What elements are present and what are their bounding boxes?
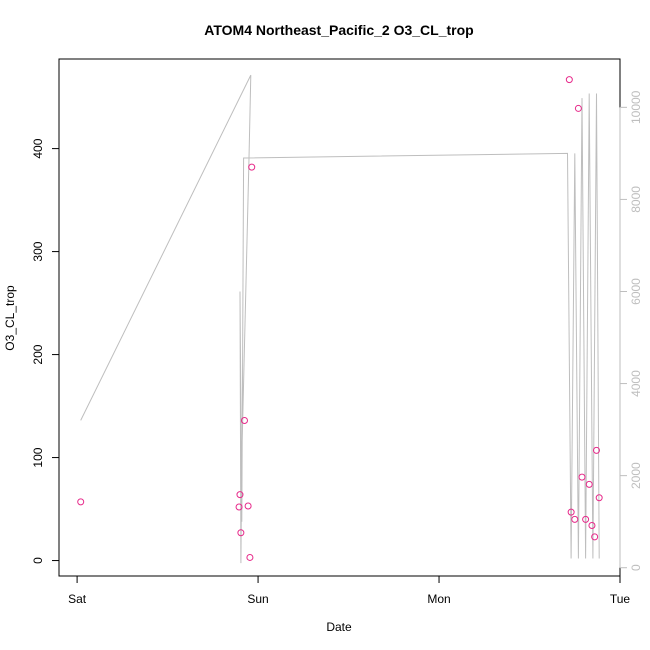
y-right-tick-label: 8000 [629,186,643,213]
data-point [235,503,243,511]
data-point [244,502,252,510]
line-series [80,74,600,564]
y-tick-label: 200 [31,344,45,364]
y-right-tick-label: 10000 [629,90,643,124]
y-right-tick-label: 2000 [629,462,643,489]
y-axis-left: 0 100 200 300 400 [31,138,60,564]
y-tick-label: 400 [31,138,45,158]
data-point [236,491,244,499]
x-tick-label: Sun [247,592,268,606]
y-axis-right: 0 2000 4000 6000 8000 10000 [619,90,643,571]
point-series-layer [77,76,603,561]
data-point [571,515,579,523]
data-point [77,498,85,506]
data-point [582,515,590,523]
x-axis: Sat Sun Mon Tue [68,575,631,606]
chart-title: ATOM4 Northeast_Pacific_2 O3_CL_trop [204,22,473,38]
x-axis-label: Date [326,620,352,634]
data-point [248,163,256,171]
data-point [592,446,600,454]
x-tick-label: Sat [68,592,87,606]
y-axis-label: O3_CL_trop [3,285,17,351]
y-tick-label: 300 [31,241,45,261]
x-tick-label: Mon [427,592,450,606]
y-tick-label: 0 [31,557,45,564]
data-point [578,473,586,481]
line-series-layer [80,74,600,564]
data-point [565,76,573,84]
data-point [567,508,575,516]
data-point [591,533,599,541]
data-point [237,529,245,537]
x-tick-label: Tue [610,592,631,606]
y-right-tick-label: 0 [629,564,643,571]
data-point [240,416,248,424]
data-point [574,104,582,112]
data-point [588,522,596,530]
data-point [585,480,593,488]
y-right-tick-label: 6000 [629,278,643,305]
y-tick-label: 100 [31,447,45,467]
data-point [246,553,254,561]
y-right-tick-label: 4000 [629,370,643,397]
data-point [595,494,603,502]
